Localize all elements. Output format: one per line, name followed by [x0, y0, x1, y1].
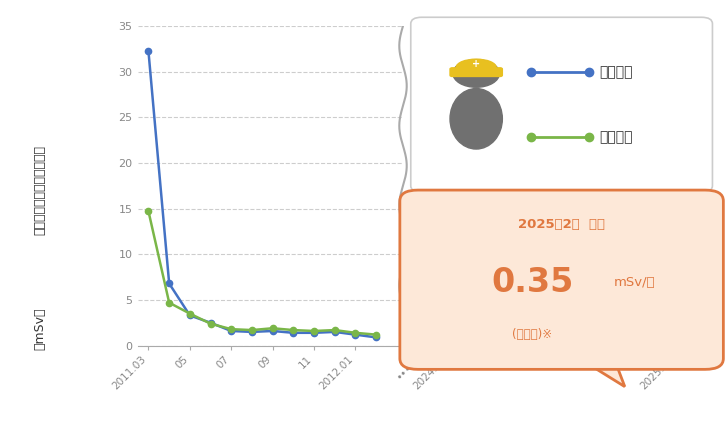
Text: 2025年2月  平均: 2025年2月 平均: [518, 218, 605, 231]
Bar: [403, 26, 442, 346]
Text: 【mSv】: 【mSv】: [33, 307, 47, 349]
Text: +: +: [472, 59, 481, 69]
Text: 協力企機: 協力企機: [600, 130, 633, 144]
Text: 0.35: 0.35: [491, 267, 574, 299]
Text: 東電社員: 東電社員: [600, 65, 633, 79]
Text: mSv/月: mSv/月: [614, 276, 655, 289]
Text: (暑定値)※: (暑定値)※: [513, 328, 553, 341]
Text: 被ばく線量（月平均線量）: 被ばく線量（月平均線量）: [33, 145, 47, 235]
